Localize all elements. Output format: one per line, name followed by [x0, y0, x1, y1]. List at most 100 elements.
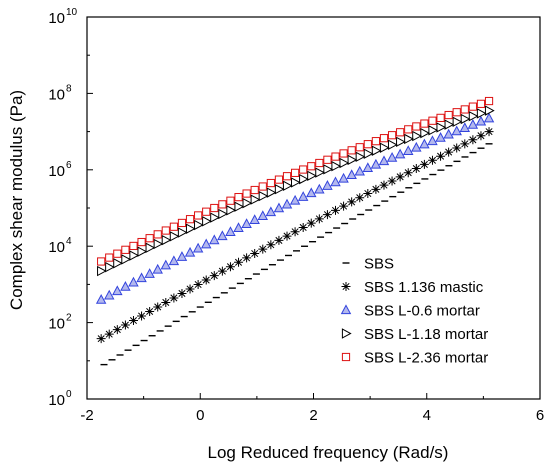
data-point: [467, 119, 479, 129]
legend-item: SBS L-1.18 mortar: [341, 326, 488, 343]
data-point: [386, 151, 398, 162]
data-point: [436, 151, 446, 161]
data-point: [225, 226, 236, 237]
data-point: [468, 102, 477, 111]
y-tick-label-exponent: 2: [66, 313, 72, 324]
data-point: [250, 194, 261, 205]
data-point: [428, 125, 439, 136]
y-tick-label-exponent: 4: [66, 236, 72, 247]
data-point: [266, 178, 275, 188]
data-point: [145, 306, 155, 316]
data-point: [169, 222, 178, 231]
data-point: [452, 116, 463, 128]
data-point: [306, 187, 317, 198]
data-point: [177, 218, 187, 228]
data-point: [331, 205, 341, 215]
y-tick-label-base: 10: [48, 86, 65, 103]
data-point: [161, 226, 170, 235]
data-point: [290, 177, 301, 188]
legend-item: SBS: [342, 256, 394, 273]
data-point: [452, 108, 461, 117]
legend-label: SBS L-1.18 mortar: [364, 326, 488, 343]
data-point: [153, 302, 163, 312]
data-point: [290, 168, 300, 177]
data-point: [435, 132, 446, 142]
data-point: [371, 145, 382, 156]
data-point: [297, 191, 309, 201]
data-point: [176, 251, 188, 261]
data-point: [314, 214, 324, 224]
data-point: [282, 180, 293, 192]
data-point: [169, 231, 180, 242]
x-axis-title: Log Reduced frequency (Rad/s): [208, 443, 449, 462]
data-point: [444, 119, 455, 130]
data-point: [129, 250, 140, 261]
data-point: [428, 116, 437, 125]
data-point: [484, 105, 495, 116]
data-point: [153, 230, 162, 239]
y-tick-label: 10 4: [48, 236, 72, 256]
data-point: [289, 194, 301, 205]
x-tick-label: 2: [309, 407, 317, 424]
data-point: [306, 218, 316, 228]
data-point: [444, 110, 453, 120]
data-point: [96, 334, 106, 344]
data-point: [387, 131, 397, 140]
data-point: [137, 237, 146, 247]
data-point: [379, 134, 389, 143]
data-point: [169, 293, 179, 303]
data-point: [202, 216, 212, 227]
data-point: [266, 187, 277, 198]
data-point: [177, 227, 188, 238]
data-point: [249, 214, 260, 224]
data-point: [299, 173, 309, 185]
y-tick-label-base: 10: [48, 10, 65, 27]
data-point: [322, 210, 332, 220]
y-tick-label-exponent: 6: [66, 160, 72, 171]
data-point: [113, 258, 123, 269]
data-point: [459, 122, 471, 133]
data-point: [161, 297, 171, 307]
data-point: [354, 165, 365, 176]
data-point: [444, 147, 454, 157]
data-point: [250, 185, 259, 195]
data-point: [112, 325, 122, 335]
data-point: [185, 223, 196, 234]
data-point: [378, 155, 390, 166]
data-point: [403, 168, 413, 178]
legend-label: SBS 1.136 mastic: [364, 279, 484, 296]
data-point: [226, 196, 235, 205]
data-point: [113, 249, 122, 258]
data-point: [233, 222, 244, 232]
data-point: [273, 202, 285, 213]
data-point: [402, 145, 414, 156]
data-point: [484, 127, 494, 137]
series-3: [97, 105, 495, 277]
legend-item: SBS L-0.6 mortar: [340, 303, 480, 320]
y-tick-label: 10 6: [48, 160, 72, 180]
data-point: [258, 190, 269, 202]
data-point: [363, 189, 373, 199]
data-point: [411, 164, 421, 174]
data-point: [436, 122, 447, 133]
x-tick-label: 6: [536, 407, 544, 424]
data-point: [322, 180, 333, 190]
data-point: [209, 234, 220, 245]
data-point: [411, 141, 422, 152]
legend-marker: [341, 352, 351, 362]
data-point: [339, 201, 349, 211]
data-point: [129, 241, 138, 251]
y-tick-label-base: 10: [48, 163, 65, 180]
data-point: [338, 172, 349, 183]
data-point: [419, 138, 430, 149]
data-point: [475, 115, 487, 126]
data-point: [136, 272, 147, 283]
data-point: [210, 203, 219, 213]
data-point: [241, 218, 252, 228]
data-point: [315, 158, 324, 168]
data-point: [412, 130, 422, 142]
data-point: [347, 154, 358, 166]
data-point: [209, 271, 219, 281]
legend-marker: [341, 328, 352, 339]
data-point: [177, 288, 187, 298]
